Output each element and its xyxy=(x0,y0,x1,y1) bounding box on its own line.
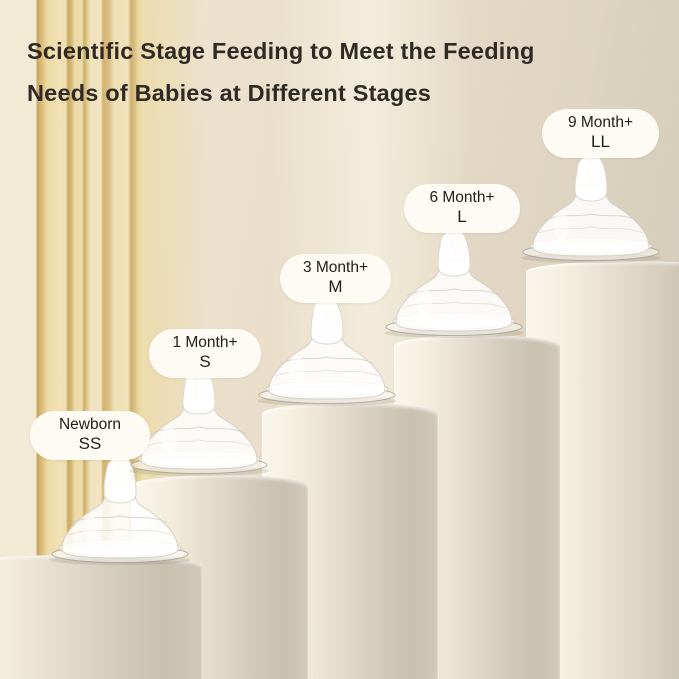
stage-name: 1 Month+ xyxy=(172,334,238,351)
stage-name: 6 Month+ xyxy=(429,189,495,206)
title-line-2: Needs of Babies at Different Stages xyxy=(27,80,431,106)
title-line-1: Scientific Stage Feeding to Meet the Fee… xyxy=(27,38,535,64)
stage-label-9-month: 9 Month+ LL xyxy=(542,109,659,158)
stage-size: LL xyxy=(591,132,610,151)
pedestal-newborn xyxy=(0,555,202,679)
stage-label-3-month: 3 Month+ M xyxy=(280,254,391,303)
stage-label-1-month: 1 Month+ S xyxy=(149,329,261,378)
bottle-nipple-icon-9-month xyxy=(516,147,666,265)
stage-size: L xyxy=(457,207,467,226)
stage-name: 3 Month+ xyxy=(302,259,369,276)
bottle-nipple-icon-6-month xyxy=(379,222,529,340)
stage-size: SS xyxy=(78,434,102,453)
stage-name: Newborn xyxy=(58,416,122,433)
stage-label-6-month: 6 Month+ L xyxy=(404,184,520,233)
stage-size: M xyxy=(328,277,343,296)
stage-size: S xyxy=(199,352,211,371)
stage-label-newborn: Newborn SS xyxy=(30,411,150,460)
stage-name: 9 Month+ xyxy=(567,114,634,131)
page-title: Scientific Stage Feeding to Meet the Fee… xyxy=(27,30,535,114)
